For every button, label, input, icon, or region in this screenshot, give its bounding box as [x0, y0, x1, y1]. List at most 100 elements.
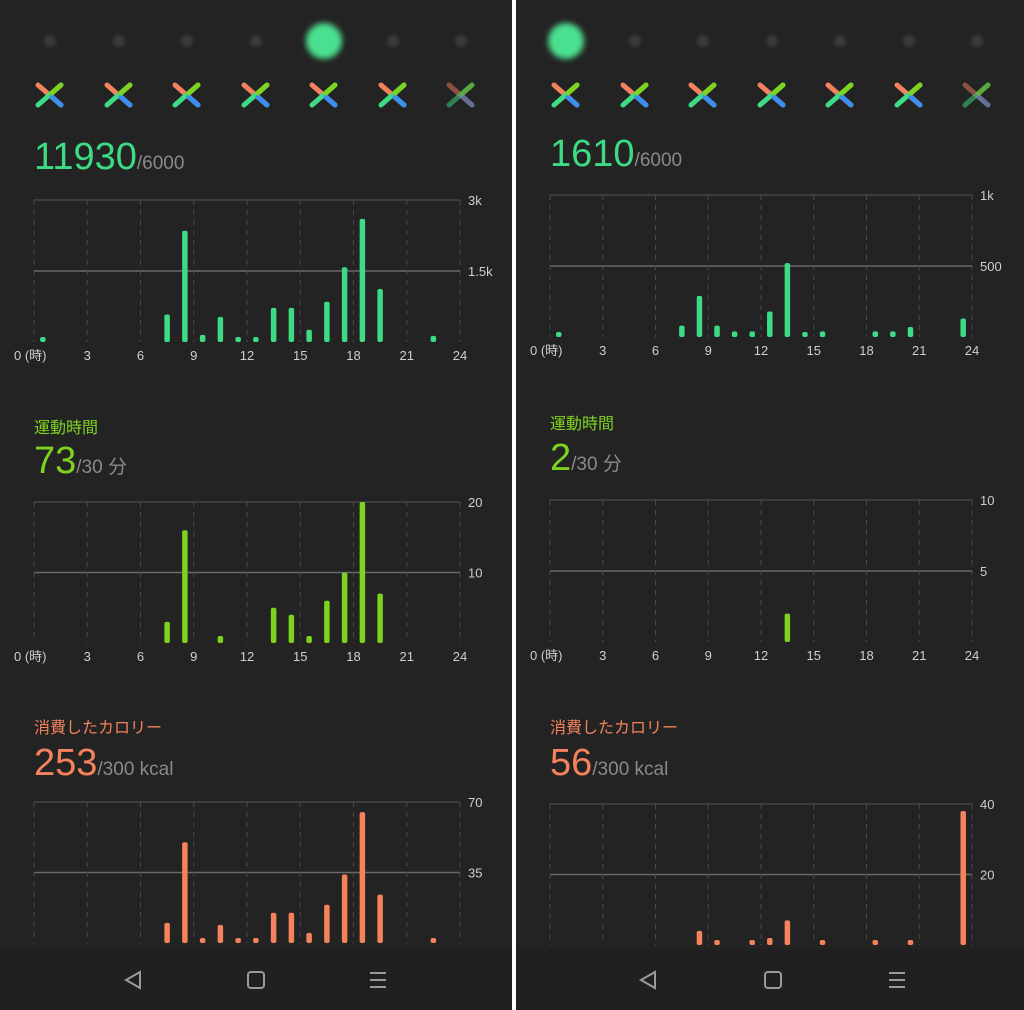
day-item[interactable]: [678, 18, 728, 118]
x-tick-label: 3: [84, 649, 91, 664]
split-divider: [512, 0, 516, 1010]
steps-value: 11930: [34, 136, 137, 178]
day-item[interactable]: [541, 18, 591, 118]
bar-12: [253, 938, 259, 943]
bar-7: [164, 314, 170, 342]
y-tick-label: 3k: [468, 193, 482, 208]
bar-19: [377, 894, 383, 943]
calories-value: 56: [550, 742, 593, 784]
back-triangle-icon[interactable]: [115, 962, 151, 998]
x-tick-label: 9: [190, 348, 197, 363]
bar-8: [182, 230, 188, 342]
bar-7: [679, 325, 685, 337]
day-item[interactable]: [610, 18, 660, 118]
day-item[interactable]: [368, 18, 418, 118]
calories-chart: 70 35: [33, 795, 482, 943]
exercise-summary: 73/30 分: [34, 440, 127, 483]
day-item[interactable]: [94, 18, 144, 118]
android-nav-bar: [0, 948, 512, 1010]
day-item[interactable]: [436, 18, 486, 118]
y-tick-label: 1.5k: [468, 264, 493, 279]
x-tick-label: 21: [912, 648, 926, 663]
y-tick-label: 5: [980, 564, 987, 579]
bar-12: [767, 311, 773, 337]
day-dot-icon: [249, 35, 262, 47]
x-tick-label: 0 (時): [14, 649, 47, 664]
x-tick-label: 12: [240, 649, 254, 664]
right-panel: 1610/6000 1k 500 0 (時) 3 6 9 12 15 18 21 24 運動時間 2…: [516, 0, 1024, 1010]
bar-14: [288, 614, 295, 643]
x-tick-label: 6: [137, 649, 144, 664]
exercise-chart: 10 5 0 (時) 3 6 9 12 15 18 21 24: [530, 493, 994, 663]
x-tick-label: 12: [754, 343, 768, 358]
bar-8: [182, 530, 188, 643]
day-dot-icon: [112, 35, 125, 47]
home-square-icon[interactable]: [755, 962, 791, 998]
bar-10: [217, 316, 224, 342]
day-item[interactable]: [299, 18, 349, 118]
home-square-icon[interactable]: [238, 962, 274, 998]
day-item[interactable]: [162, 18, 212, 118]
day-dot-icon: [697, 35, 709, 47]
y-tick-label: 10: [468, 566, 482, 581]
x-tick-label: 21: [912, 343, 926, 358]
day-item[interactable]: [884, 18, 934, 118]
bar-11: [749, 331, 755, 337]
x-tick-label: 24: [965, 648, 979, 663]
bar-9: [714, 940, 720, 945]
x-tick-label: 24: [965, 343, 979, 358]
bar-13: [270, 607, 277, 643]
bar-19: [377, 288, 383, 342]
day-dot-icon: [386, 35, 399, 47]
x-tick-label: 0 (時): [530, 648, 563, 663]
bar-16: [324, 904, 330, 943]
day-item[interactable]: [815, 18, 865, 118]
bar-9: [199, 334, 206, 342]
menu-lines-icon[interactable]: [879, 962, 915, 998]
bar-10: [217, 635, 224, 643]
calories-summary: 56/300 kcal: [550, 742, 668, 785]
x-tick-label: 18: [346, 649, 360, 664]
x-tick-label: 15: [293, 348, 307, 363]
day-item[interactable]: [952, 18, 1002, 118]
day-item[interactable]: [747, 18, 797, 118]
bar-8: [182, 842, 188, 943]
calories-title: 消費したカロリー: [550, 718, 679, 737]
bar-20: [907, 940, 914, 945]
activity-ring-icon: [172, 82, 201, 108]
y-tick-label: 40: [980, 797, 994, 812]
x-tick-label: 9: [705, 648, 712, 663]
x-tick-label: 3: [599, 648, 606, 663]
activity-ring-icon: [241, 82, 269, 108]
activity-ring-icon: [825, 82, 854, 108]
steps-value: 1610: [550, 133, 635, 175]
bar-0: [556, 332, 562, 337]
calories-title: 消費したカロリー: [34, 718, 163, 737]
x-tick-label: 15: [293, 649, 307, 664]
bar-16: [324, 600, 330, 643]
day-dot-icon: [628, 35, 641, 47]
bar-19: [377, 593, 383, 643]
back-triangle-icon[interactable]: [630, 962, 666, 998]
bar-10: [731, 331, 738, 337]
activity-ring-icon: [551, 82, 580, 108]
bar-12: [253, 337, 259, 342]
y-tick-label: 70: [468, 795, 482, 810]
x-tick-label: 24: [453, 649, 467, 664]
x-tick-label: 6: [137, 348, 144, 363]
activity-ring-icon: [446, 82, 475, 108]
bar-11: [749, 940, 755, 945]
bar-13: [270, 307, 277, 342]
day-dot-icon: [181, 35, 193, 47]
menu-lines-icon[interactable]: [360, 962, 396, 998]
calories-goal: /300 kcal: [97, 759, 174, 780]
day-item[interactable]: [231, 18, 281, 118]
y-tick-label: 1k: [980, 188, 994, 203]
bar-9: [714, 325, 720, 337]
day-item[interactable]: [25, 18, 75, 118]
exercise-chart: 20 10 0 (時) 3 6 9 12 15 18 21 24: [14, 495, 482, 664]
steps-summary: 1610/6000: [550, 133, 682, 176]
bar-18: [872, 331, 879, 337]
bar-13: [784, 613, 791, 642]
steps-chart: 3k 1.5k 0 (時) 3 6 9 12 15 18 21 24: [14, 193, 493, 363]
